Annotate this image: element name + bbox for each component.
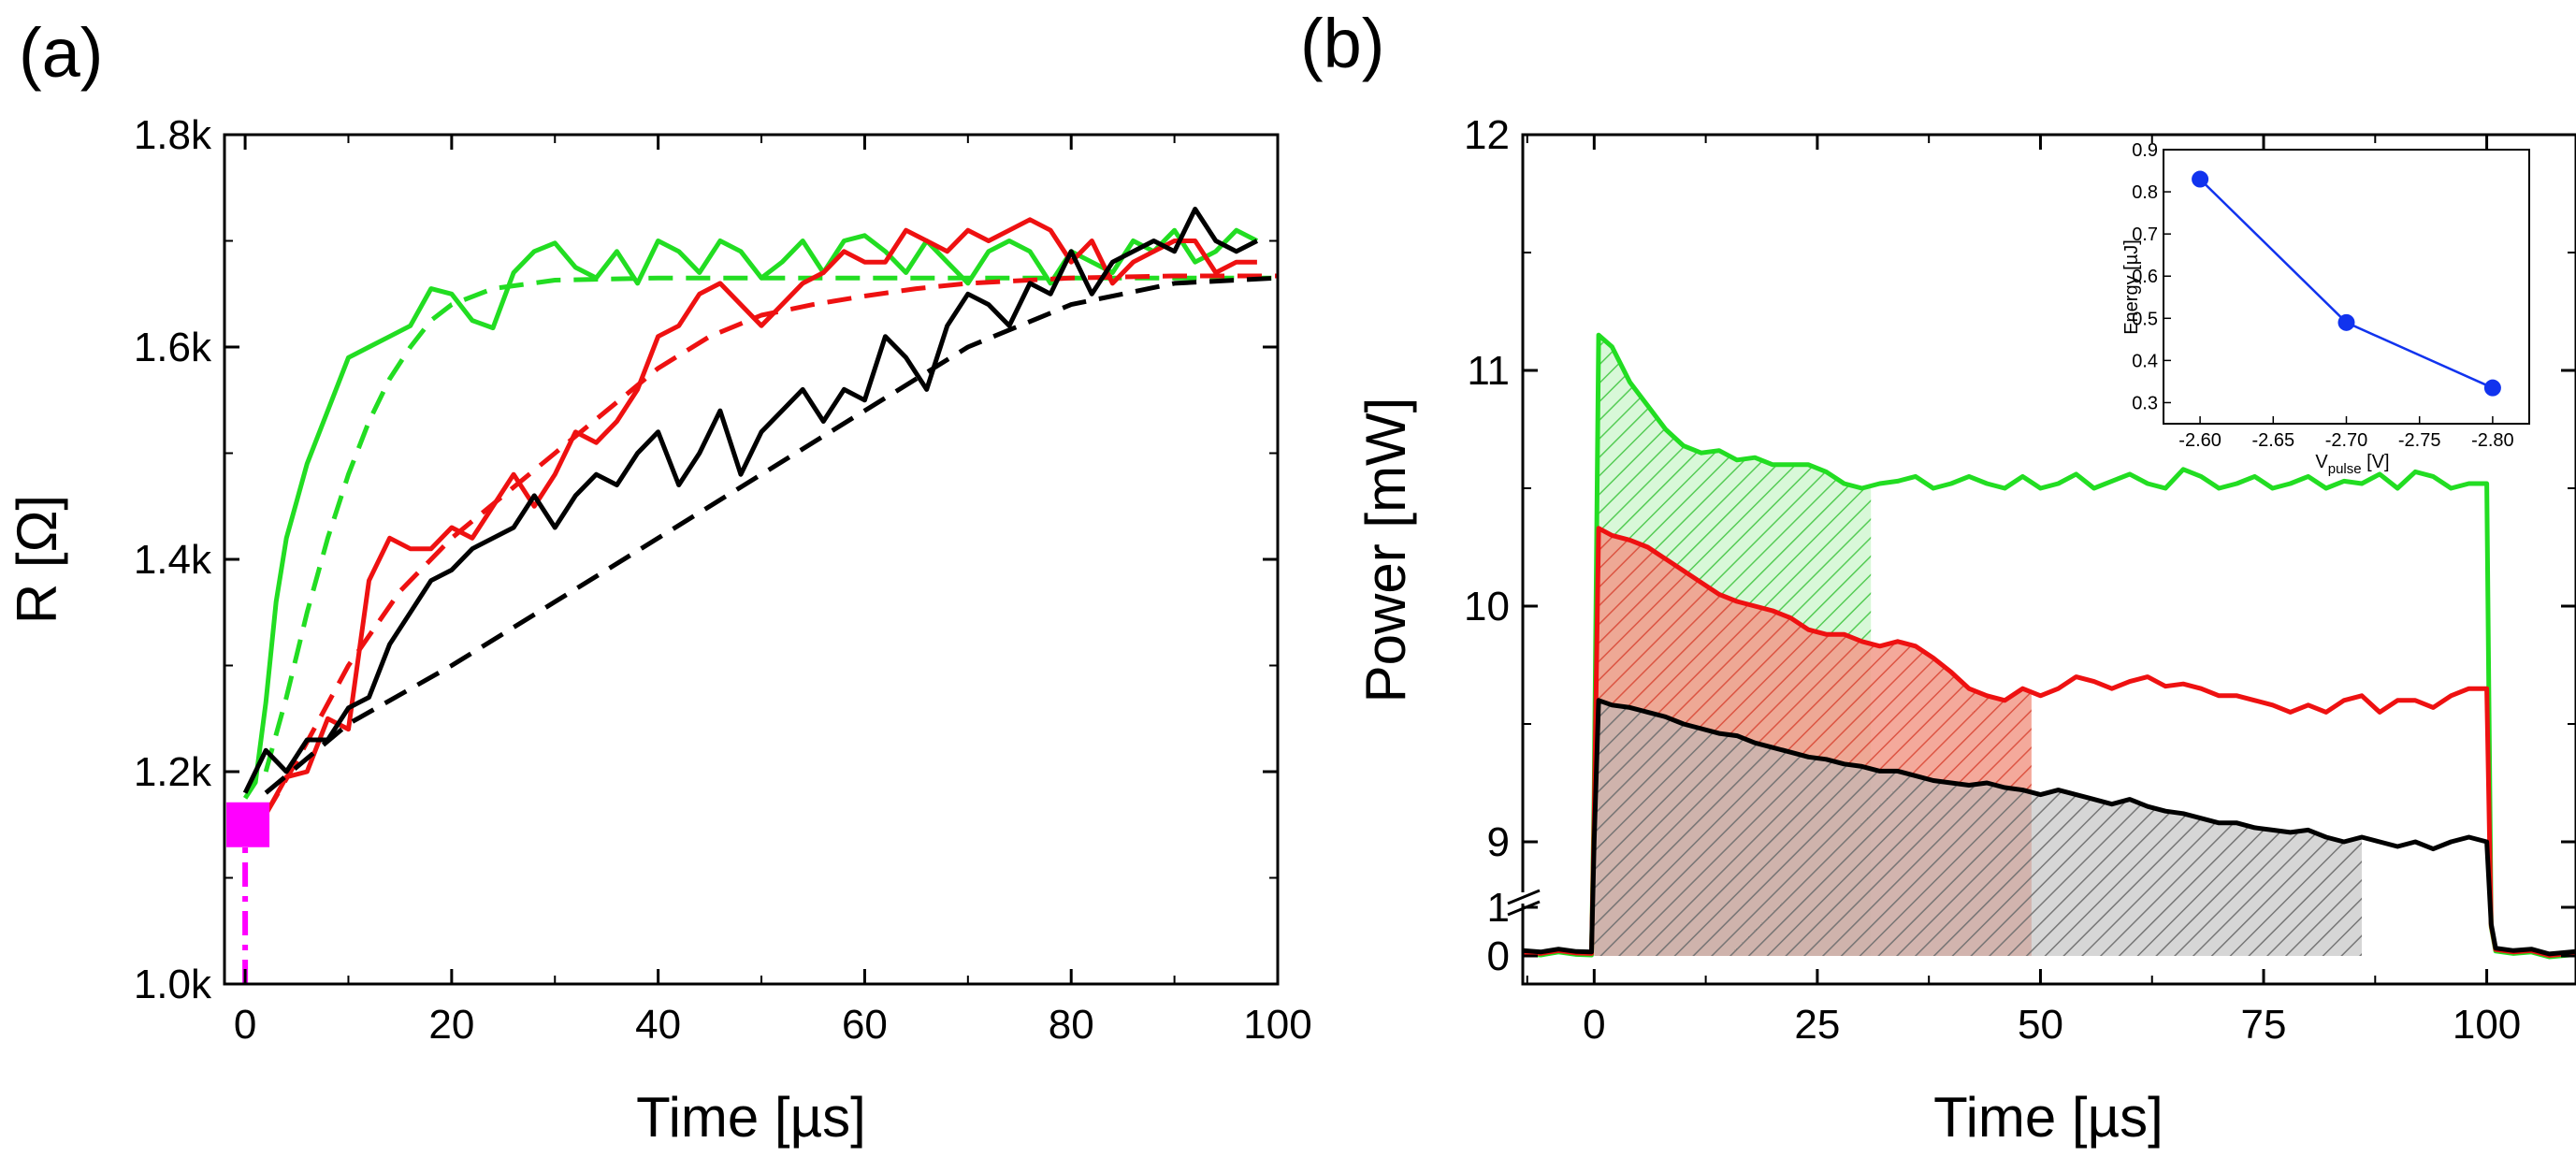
panel-b-xtick-label: 100 [2453,1002,2521,1048]
panel-b-xlabel: Time [µs] [1933,1086,2164,1149]
panel-b-series-black [1523,698,2576,957]
panel-b-xtick-label: 25 [1794,1002,1840,1048]
panel-a-chart: 0 20 40 60 80 100 1.0k 1.2k 1.4k 1.6k 1.8k Time [µ… [6,112,1312,1149]
inset-xlabel-subscript: pulse [2328,461,2362,477]
inset-xlabel: Vpulse [V] [2315,452,2389,477]
inset-xtick-label: -2.65 [2252,430,2295,451]
inset-ytick-label: 0.7 [2132,224,2158,245]
panel-a-xtick-label: 60 [842,1002,888,1048]
panel-a-ytick-label: 1.0k [134,962,212,1007]
panel-b-xtick-label: 50 [2018,1002,2063,1048]
panel-a-ytick-label: 1.2k [134,749,212,795]
panel-a-ytick-label: 1.4k [134,537,212,583]
inset-ytick-label: 0.4 [2132,351,2158,371]
panel-b-ylabel: Power [mW] [1354,398,1417,703]
inset-ytick-label: 0.3 [2132,393,2158,413]
inset-chart: -2.60 -2.65 -2.70 -2.75 -2.80 0.3 0.4 0.5 0.6 0.7… [2121,140,2530,477]
inset-xlabel-unit: [V] [2362,452,2390,472]
panel-a-xtick-label: 100 [1243,1002,1311,1048]
panel-a-xtick-label: 20 [428,1002,474,1048]
panel-b-series-green [1523,332,2576,960]
panel-a-series-red [243,217,1257,828]
panel-label-a: (a) [19,14,103,92]
inset-xtick-label: -2.75 [2398,430,2441,451]
panel-label-b: (b) [1300,5,1384,82]
panel-a-xlabel: Time [µs] [636,1086,866,1149]
panel-a-series-green-fit [263,275,1278,773]
inset-xtick-label: -2.70 [2325,430,2368,451]
panel-b-xtick-label: 75 [2241,1002,2287,1048]
panel-b-ytick-label: 10 [1464,584,1510,629]
panel-b-series-red [1523,526,2576,958]
panel-a-series-black-fit [264,275,1278,795]
inset-xtick-label: -2.80 [2471,430,2514,451]
panel-a-ytick-label: 1.6k [134,325,212,370]
panel-a-magenta-square-marker [226,802,270,847]
inset-data-point [2483,379,2501,397]
inset-ytick-label: 0.8 [2132,182,2158,203]
inset-xtick-label: -2.60 [2178,430,2221,451]
inset-xlabel-main: V [2315,452,2328,472]
inset-ylabel: Energy [µJ] [2121,239,2142,335]
inset-data-point [2192,170,2209,188]
panel-a-xtick-label: 40 [635,1002,681,1048]
panel-b-ytick-label: 1 [1487,885,1510,931]
panel-a-ylabel: R [Ω] [6,495,68,624]
panel-b-ytick-label: 12 [1464,112,1510,158]
panel-a-series-black [242,207,1259,794]
inset-ytick-label: 0.5 [2132,309,2158,329]
inset-ytick-label: 0.9 [2132,140,2158,161]
panel-a-ytick-label: 1.8k [134,112,212,158]
axis-break-mark [1507,889,1541,917]
panel-b-ytick-label: 0 [1487,933,1510,979]
inset-background [2164,150,2529,424]
inset-ytick-label: 0.6 [2132,267,2158,287]
panel-b-ytick-label: 11 [1467,348,1510,394]
panel-b-shaded-black [1594,700,2362,956]
panel-a-xtick-label: 0 [234,1002,256,1048]
panel-b-frame [1521,133,2576,986]
panel-a-xtick-label: 80 [1049,1002,1094,1048]
panel-b-ytick-label: 9 [1487,819,1510,865]
inset-data-point [2337,313,2355,331]
panel-a-series-red-fit [264,273,1278,816]
panel-b-xtick-label: 0 [1583,1002,1605,1048]
